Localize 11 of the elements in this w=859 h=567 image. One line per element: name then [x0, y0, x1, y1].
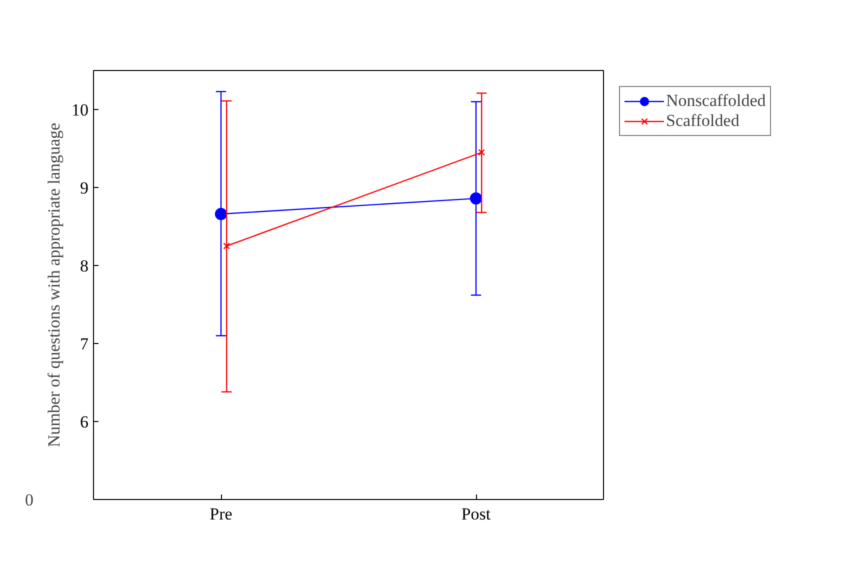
- y-tick-label: 10: [72, 100, 88, 120]
- y-tick-label: 6: [80, 412, 88, 432]
- y-axis-title: Number of questions with appropriate language: [44, 122, 64, 448]
- y-tick-label: 8: [80, 256, 88, 276]
- x-tick-label: Pre: [210, 504, 232, 524]
- y-tick-label: 7: [80, 334, 89, 354]
- text: 0: [25, 490, 34, 510]
- legend-label: Scaffolded: [666, 111, 740, 131]
- legend-label: Nonscaffolded: [666, 91, 766, 111]
- y-tick-label: 9: [80, 178, 88, 198]
- x-tick-label: Post: [461, 504, 491, 524]
